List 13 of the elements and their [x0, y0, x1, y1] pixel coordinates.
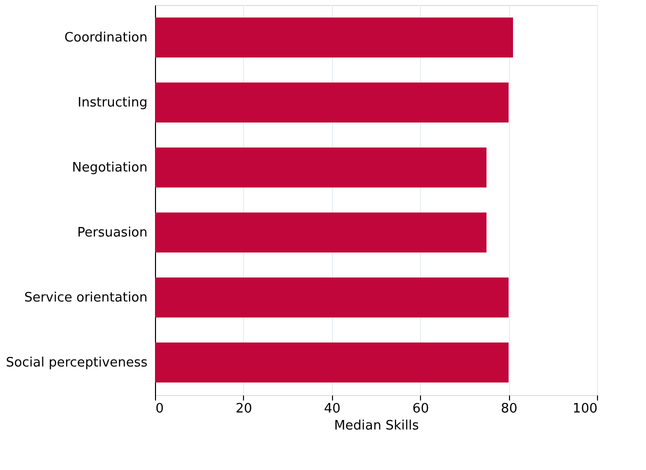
- y-tick-label: Negotiation: [72, 160, 148, 176]
- x-tick-label: 100: [572, 402, 598, 416]
- y-tick-label: Coordination: [64, 30, 148, 46]
- x-tick-label: 40: [324, 402, 341, 416]
- x-axis-title: Median Skills: [334, 418, 420, 434]
- x-tick-label: 0: [156, 402, 164, 416]
- y-tick-label: Persuasion: [77, 226, 148, 240]
- y-tick-label: Instructing: [78, 96, 148, 110]
- y-tick-label: Social perceptiveness: [6, 356, 148, 370]
- x-tick-label: 80: [500, 402, 518, 416]
- y-tick-label: Service orientation: [24, 290, 148, 306]
- x-tick-label: 60: [412, 402, 429, 416]
- x-tick-label: 20: [236, 402, 252, 416]
